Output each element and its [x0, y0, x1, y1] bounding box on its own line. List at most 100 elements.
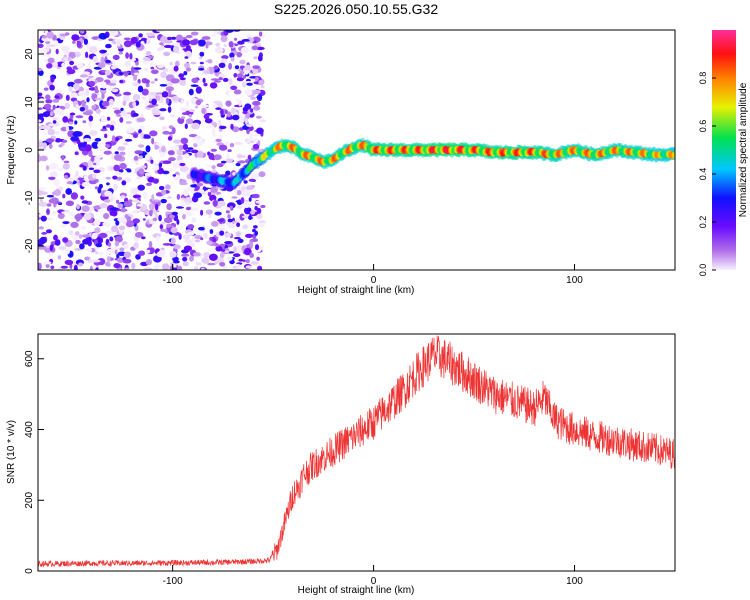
noise-blob [250, 173, 260, 181]
noise-blob [83, 213, 92, 221]
trace-point [672, 151, 675, 159]
noise-blob [104, 190, 113, 197]
noise-blob [141, 236, 146, 240]
noise-blob [103, 213, 110, 220]
noise-blob [161, 145, 166, 153]
noise-blob [240, 197, 245, 204]
snr-plot-area [38, 334, 675, 571]
noise-blob [169, 250, 177, 258]
noise-blob [162, 126, 168, 130]
noise-blob [215, 107, 222, 110]
noise-blob [184, 170, 190, 175]
noise-blob [132, 100, 137, 108]
noise-blob [219, 230, 225, 236]
noise-blob [148, 241, 153, 249]
noise-blob [241, 81, 247, 88]
noise-blob [101, 81, 107, 89]
noise-blob [111, 88, 119, 93]
noise-blob [117, 203, 124, 209]
noise-blob [162, 243, 172, 246]
noise-blob [175, 60, 180, 67]
noise-blob [215, 42, 221, 47]
snr-x-label: Height of straight line (km) [298, 585, 415, 596]
x-tick-label: -100 [163, 275, 183, 286]
noise-blob [46, 31, 54, 39]
noise-blob [161, 170, 170, 175]
noise-blob [208, 152, 215, 160]
noise-blob [88, 87, 97, 91]
noise-blob [168, 125, 174, 129]
noise-blob [81, 181, 91, 188]
noise-blob [39, 236, 47, 244]
noise-blob [114, 154, 122, 161]
noise-blob [138, 155, 143, 160]
noise-blob [49, 244, 54, 252]
noise-blob [190, 84, 199, 87]
noise-blob [137, 85, 144, 93]
noise-blob [213, 154, 222, 161]
noise-blob [105, 43, 112, 49]
noise-blob [253, 137, 259, 143]
noise-blob [93, 219, 101, 226]
noise-blob [258, 220, 266, 224]
noise-blob [77, 142, 87, 149]
noise-blob [45, 165, 50, 171]
noise-blob [233, 89, 242, 95]
noise-blob [203, 113, 210, 120]
noise-blob [132, 67, 142, 70]
noise-blob [246, 82, 253, 86]
noise-blob [203, 252, 210, 258]
noise-blob [71, 34, 80, 41]
noise-blob [120, 195, 126, 200]
noise-blob [125, 121, 132, 124]
noise-blob [205, 44, 209, 49]
noise-blob [87, 160, 93, 166]
noise-blob [184, 62, 190, 68]
noise-blob [122, 142, 129, 146]
noise-blob [234, 236, 241, 240]
noise-blob [225, 30, 234, 33]
noise-blob [62, 221, 70, 225]
noise-blob [138, 250, 146, 256]
noise-blob [220, 160, 227, 164]
noise-blob [238, 258, 244, 262]
noise-blob [107, 86, 112, 91]
noise-blob [111, 79, 118, 84]
noise-blob [144, 136, 151, 139]
noise-blob [144, 172, 151, 177]
noise-blob [256, 127, 264, 135]
noise-blob [173, 65, 179, 72]
noise-blob [248, 197, 252, 202]
noise-blob [119, 151, 126, 156]
noise-blob [75, 239, 81, 245]
noise-blob [82, 238, 91, 245]
colorbar-tick-label: 0.6 [698, 120, 708, 133]
noise-blob [249, 252, 254, 259]
noise-blob [104, 230, 114, 235]
snr-panel: -100 0 100 0 200 400 600 Height of straight l… [6, 333, 676, 596]
noise-blob [46, 208, 50, 215]
noise-blob [160, 45, 165, 51]
noise-blob [179, 162, 186, 167]
noise-blob [195, 140, 204, 146]
noise-blob [259, 222, 265, 228]
noise-blob [38, 201, 48, 207]
noise-blob [70, 136, 80, 142]
noise-blob [54, 189, 61, 196]
noise-blob [70, 192, 78, 200]
noise-blob [172, 267, 178, 270]
noise-blob [203, 232, 208, 238]
noise-blob [112, 175, 118, 180]
spectrogram-x-label: Height of straight line (km) [298, 285, 415, 296]
noise-blob [196, 150, 204, 158]
noise-blob [52, 120, 57, 124]
noise-blob [68, 121, 74, 125]
noise-blob [65, 188, 72, 195]
x-tick-label: 100 [566, 275, 583, 286]
noise-blob [79, 164, 85, 168]
noise-blob [145, 50, 152, 56]
noise-blob [112, 59, 116, 66]
noise-blob [45, 138, 55, 143]
noise-blob [91, 105, 96, 111]
